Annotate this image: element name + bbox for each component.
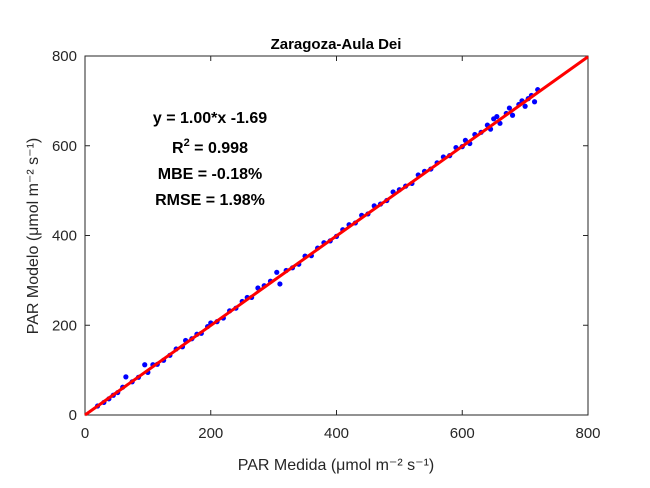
mbe-label: MBE = -0.18% bbox=[158, 166, 262, 183]
data-point bbox=[274, 269, 280, 275]
x-tick-label: 400 bbox=[324, 425, 349, 442]
data-point bbox=[509, 112, 516, 118]
x-axis-label: PAR Medida (μmol m⁻² s⁻¹) bbox=[238, 457, 435, 474]
y-tick-label: 600 bbox=[52, 138, 77, 155]
y-tick-label: 0 bbox=[69, 407, 77, 424]
y-axis-label: PAR Modelo (μmol m⁻² s⁻¹) bbox=[25, 138, 42, 335]
fit-line bbox=[84, 55, 589, 417]
y-tick-label: 400 bbox=[52, 228, 77, 245]
data-point bbox=[494, 113, 500, 120]
x-tick-label: 0 bbox=[81, 425, 89, 442]
y-tick-label: 800 bbox=[52, 48, 77, 65]
data-point bbox=[522, 103, 528, 109]
data-point bbox=[277, 281, 283, 287]
equation-label: y = 1.00*x -1.69 bbox=[153, 110, 267, 127]
y-tick-label: 200 bbox=[52, 317, 77, 334]
chart-title: Zaragoza-Aula Dei bbox=[271, 36, 402, 53]
data-point bbox=[142, 362, 148, 368]
r2-label: R2 = 0.998 bbox=[172, 137, 248, 157]
data-point bbox=[506, 105, 513, 111]
data-point bbox=[531, 99, 538, 105]
rmse-label: RMSE = 1.98% bbox=[155, 192, 265, 209]
x-tick-label: 200 bbox=[198, 425, 223, 442]
data-point bbox=[123, 374, 129, 380]
x-tick-label: 800 bbox=[575, 425, 600, 442]
x-tick-label: 600 bbox=[450, 425, 475, 442]
